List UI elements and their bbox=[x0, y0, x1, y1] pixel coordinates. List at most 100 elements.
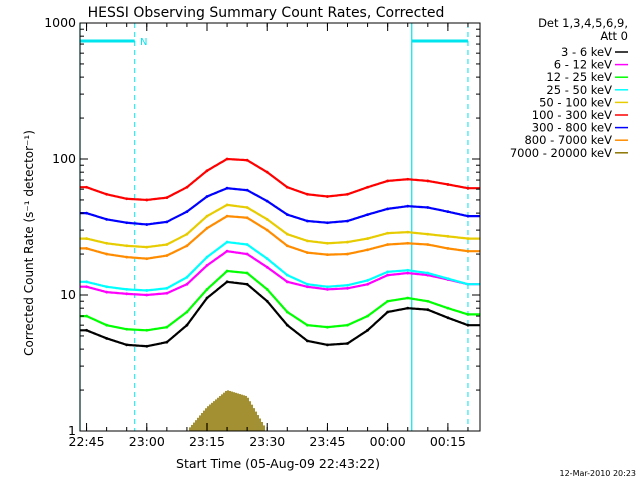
data-point bbox=[145, 328, 149, 332]
data-point bbox=[265, 287, 269, 291]
series-8 bbox=[189, 390, 265, 431]
data-point bbox=[446, 234, 450, 238]
data-point bbox=[326, 325, 329, 329]
data-point bbox=[426, 271, 430, 275]
data-point bbox=[225, 186, 229, 190]
data-point bbox=[265, 257, 269, 261]
data-point bbox=[245, 282, 249, 286]
data-point bbox=[245, 271, 249, 275]
data-point bbox=[225, 269, 229, 273]
data-point bbox=[366, 328, 369, 332]
data-point bbox=[386, 179, 390, 183]
data-point bbox=[265, 228, 269, 232]
data-point bbox=[285, 185, 289, 189]
data-point bbox=[386, 299, 390, 303]
data-point bbox=[125, 244, 129, 248]
data-point bbox=[346, 192, 349, 196]
data-point bbox=[406, 204, 410, 208]
data-point bbox=[265, 217, 269, 221]
data-point bbox=[426, 206, 430, 209]
data-point bbox=[185, 244, 189, 248]
data-point bbox=[165, 340, 169, 344]
data-point bbox=[366, 185, 369, 189]
data-point bbox=[185, 185, 189, 189]
data-point bbox=[85, 185, 88, 189]
data-point bbox=[326, 253, 329, 257]
data-point bbox=[466, 282, 470, 286]
data-point bbox=[85, 314, 88, 318]
y-axis-label: Corrected Count Rate (s⁻¹ detector⁻¹) bbox=[22, 130, 36, 356]
data-point bbox=[366, 279, 369, 282]
data-point bbox=[446, 277, 450, 281]
series-line bbox=[79, 280, 481, 348]
data-point bbox=[326, 285, 329, 289]
data-point bbox=[125, 343, 129, 347]
data-point bbox=[426, 179, 430, 183]
data-point bbox=[285, 232, 289, 236]
data-point bbox=[205, 226, 209, 230]
data-point bbox=[346, 323, 349, 327]
data-point bbox=[406, 306, 410, 310]
data-point bbox=[466, 214, 470, 218]
data-point bbox=[85, 247, 88, 250]
series-line bbox=[79, 187, 481, 226]
data-point bbox=[145, 293, 149, 297]
data-point bbox=[366, 282, 369, 286]
plot-frame bbox=[79, 22, 481, 432]
data-point bbox=[145, 245, 149, 249]
data-point bbox=[105, 241, 109, 245]
data-point bbox=[185, 232, 189, 236]
legend-label: 3 - 6 keV bbox=[561, 45, 612, 59]
data-point bbox=[426, 308, 430, 312]
data-point bbox=[105, 252, 109, 256]
data-point bbox=[145, 289, 149, 292]
series-line bbox=[79, 241, 481, 292]
series-6 bbox=[79, 186, 481, 226]
data-point bbox=[386, 207, 390, 211]
x-tick-label: 23:30 bbox=[249, 434, 285, 449]
data-point bbox=[205, 296, 209, 300]
data-point bbox=[205, 255, 209, 259]
data-point bbox=[406, 241, 410, 245]
data-point bbox=[105, 323, 109, 327]
data-point bbox=[426, 299, 430, 303]
data-point bbox=[265, 265, 269, 269]
data-point bbox=[225, 157, 229, 161]
legend-label: 800 - 7000 keV bbox=[524, 133, 612, 147]
data-point bbox=[326, 241, 329, 245]
y-tick-label: 10 bbox=[60, 287, 76, 302]
series-4 bbox=[79, 203, 481, 249]
data-point bbox=[285, 280, 289, 284]
data-point bbox=[125, 287, 129, 291]
data-point bbox=[165, 196, 169, 200]
data-point bbox=[125, 292, 129, 296]
legend-label: 100 - 300 keV bbox=[532, 108, 612, 122]
data-point bbox=[265, 170, 269, 174]
data-point bbox=[305, 219, 309, 223]
y-tick-label: 1000 bbox=[44, 15, 76, 30]
data-point bbox=[85, 280, 88, 284]
data-point bbox=[105, 217, 109, 221]
data-point bbox=[305, 285, 309, 289]
data-point bbox=[346, 286, 349, 290]
data-point bbox=[185, 310, 189, 314]
data-point bbox=[386, 310, 390, 314]
x-tick-label: 23:00 bbox=[129, 434, 165, 449]
data-point bbox=[346, 283, 349, 287]
data-point bbox=[205, 195, 209, 198]
legend-label: 12 - 25 keV bbox=[546, 70, 612, 84]
series-line bbox=[79, 157, 481, 201]
data-point bbox=[225, 249, 229, 253]
data-point bbox=[225, 240, 229, 244]
data-point bbox=[466, 323, 470, 327]
data-point bbox=[326, 195, 329, 198]
data-point bbox=[326, 221, 329, 225]
data-point bbox=[305, 339, 309, 343]
data-point bbox=[426, 273, 430, 277]
data-point bbox=[406, 230, 410, 234]
data-point bbox=[406, 296, 410, 300]
data-point bbox=[386, 270, 390, 274]
data-point bbox=[285, 273, 289, 277]
data-point bbox=[245, 252, 249, 256]
